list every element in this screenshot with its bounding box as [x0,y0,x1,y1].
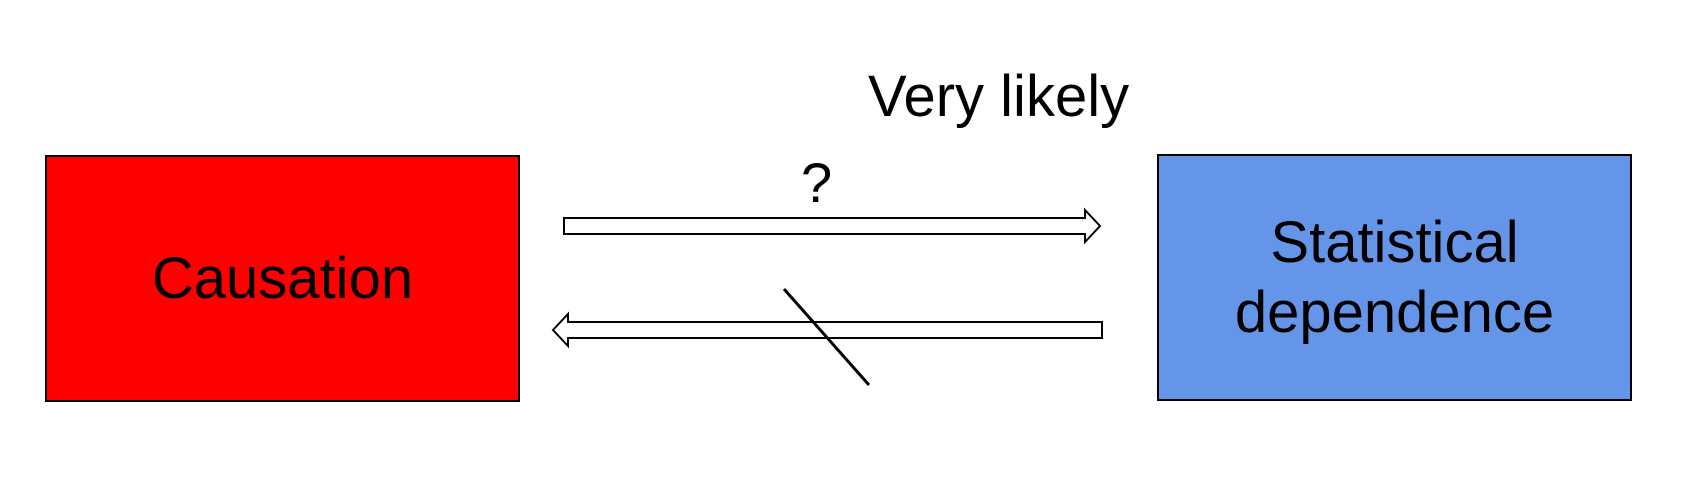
causation-label: Causation [151,245,414,311]
backward-arrow [551,311,1103,349]
statistical-dependence-box: Statistical dependence [1157,154,1632,401]
causation-box: Causation [45,155,520,402]
very-likely-label: Very likely [868,64,1130,129]
forward-arrow [563,207,1102,245]
statistical-dependence-label: Statistical dependence [1234,209,1555,345]
question-mark-label: ? [801,151,833,214]
negation-slash [782,288,871,386]
